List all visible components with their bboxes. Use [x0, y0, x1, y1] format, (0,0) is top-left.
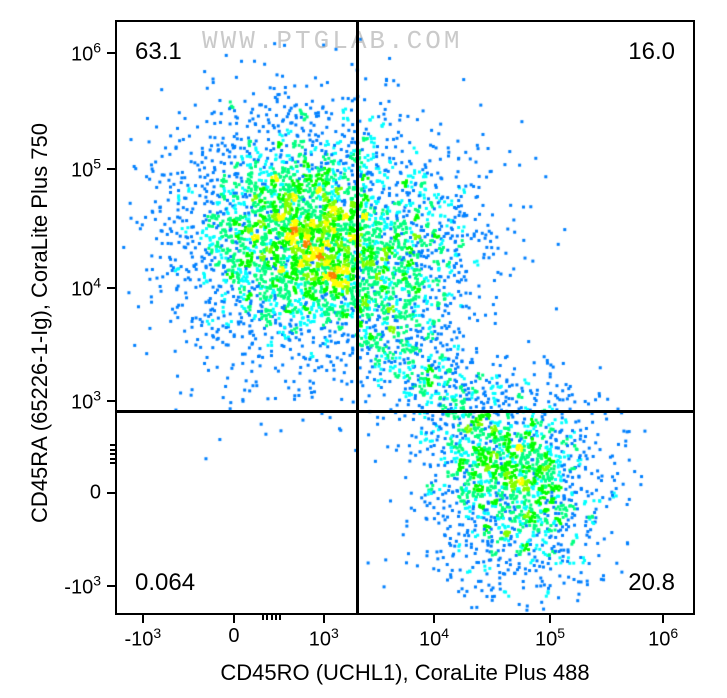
x-tick	[142, 615, 144, 623]
x-tick-label: 106	[648, 625, 678, 652]
quadrant-label-upper-left: 63.1	[135, 38, 182, 66]
x-minor-tick	[262, 615, 264, 620]
watermark: WWW.PTGLAB.COM	[202, 26, 462, 56]
quadrant-label-lower-left: 0.064	[135, 569, 195, 597]
x-tick	[433, 615, 435, 623]
y-tick-label: -103	[0, 573, 101, 600]
y-minor-tick	[110, 449, 115, 451]
y-tick-label: 105	[0, 155, 101, 182]
x-tick	[323, 615, 325, 623]
quadrant-gate-vertical	[356, 22, 359, 615]
y-tick	[107, 400, 115, 402]
x-tick-label: -103	[124, 625, 161, 652]
y-minor-tick	[110, 462, 115, 464]
plot-area: WWW.PTGLAB.COM 63.1 16.0 0.064 20.8	[115, 20, 695, 615]
x-tick-label: 104	[419, 625, 449, 652]
quadrant-gate-horizontal	[117, 410, 695, 413]
y-tick	[107, 168, 115, 170]
x-minor-tick	[279, 615, 281, 620]
y-tick	[107, 52, 115, 54]
x-tick	[662, 615, 664, 623]
scatter-density-canvas	[117, 22, 695, 615]
y-minor-tick	[110, 458, 115, 460]
y-tick	[107, 492, 115, 494]
x-tick	[549, 615, 551, 623]
flow-cytometry-chart: CD45RA (65226-1-Ig), CoraLite Plus 750 C…	[0, 0, 727, 698]
y-tick-label: 0	[0, 482, 101, 505]
y-tick	[107, 287, 115, 289]
y-tick-label: 106	[0, 39, 101, 66]
x-minor-tick	[271, 615, 273, 620]
y-tick	[107, 585, 115, 587]
x-tick-label: 105	[535, 625, 565, 652]
y-tick-label: 104	[0, 274, 101, 301]
y-tick-label: 103	[0, 387, 101, 414]
x-minor-tick	[266, 615, 268, 620]
x-tick-label: 0	[228, 625, 239, 648]
x-axis-title: CD45RO (UCHL1), CoraLite Plus 488	[115, 660, 695, 686]
x-tick-label: 103	[309, 625, 339, 652]
x-minor-tick	[275, 615, 277, 620]
y-minor-tick	[110, 453, 115, 455]
x-tick	[233, 615, 235, 623]
quadrant-label-upper-right: 16.0	[628, 38, 675, 66]
y-minor-tick	[110, 444, 115, 446]
quadrant-label-lower-right: 20.8	[628, 569, 675, 597]
